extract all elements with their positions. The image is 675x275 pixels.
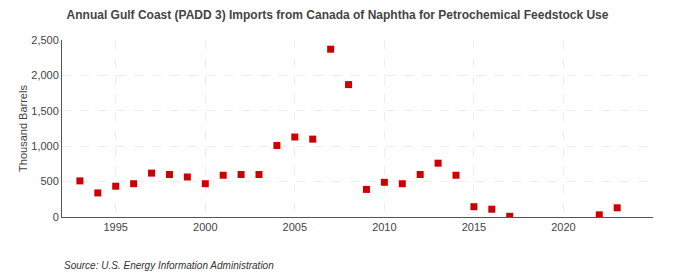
svg-text:2,500: 2,500: [31, 34, 59, 46]
svg-text:2,000: 2,000: [31, 69, 59, 81]
svg-text:Thousand Barrels: Thousand Barrels: [17, 85, 29, 172]
svg-text:2020: 2020: [551, 221, 575, 233]
svg-text:2005: 2005: [283, 221, 307, 233]
svg-text:Annual Gulf Coast (PADD 3) Imp: Annual Gulf Coast (PADD 3) Imports from …: [67, 8, 609, 22]
svg-text:2010: 2010: [372, 221, 396, 233]
svg-text:Source: U.S. Energy Informatio: Source: U.S. Energy Information Administ…: [64, 260, 274, 271]
svg-text:2000: 2000: [193, 221, 217, 233]
svg-text:2015: 2015: [462, 221, 486, 233]
svg-text:500: 500: [40, 175, 58, 187]
svg-text:1,500: 1,500: [31, 105, 59, 117]
svg-text:0: 0: [53, 211, 59, 223]
svg-text:1995: 1995: [103, 221, 127, 233]
svg-text:1,000: 1,000: [31, 140, 59, 152]
